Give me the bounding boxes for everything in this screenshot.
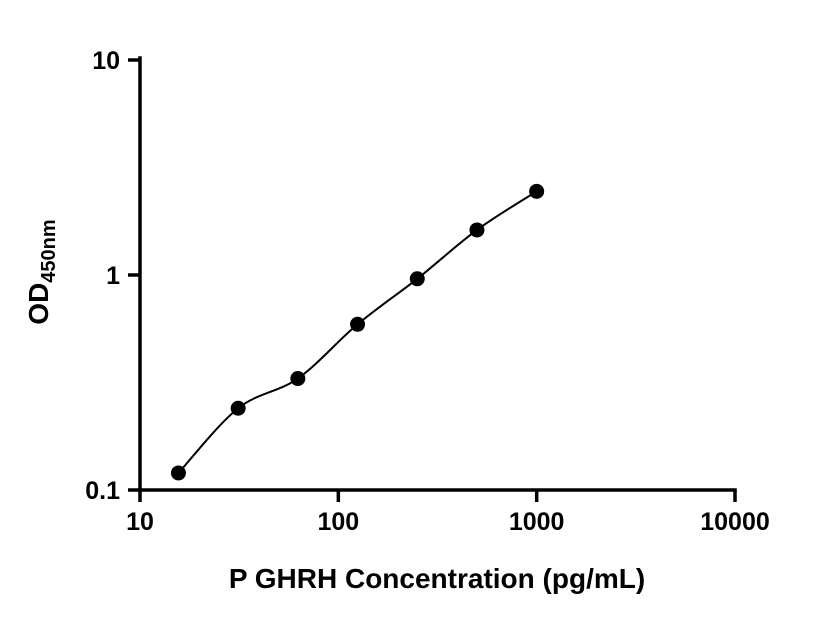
y-tick-label: 1 (106, 262, 120, 290)
data-point (230, 400, 246, 416)
y-tick-label: 10 (92, 47, 120, 75)
x-tick-label: 1000 (509, 508, 565, 536)
x-tick-label: 100 (317, 508, 359, 536)
y-axis-ticks: 0.1 1 10 (85, 47, 140, 505)
data-point (529, 183, 545, 199)
data-point (350, 316, 366, 332)
x-tick-label: 10 (126, 508, 154, 536)
y-axis-title-subscript: 450nm (38, 219, 60, 282)
y-axis-title: OD450nm (23, 219, 60, 324)
axes (138, 56, 737, 492)
data-points (170, 183, 545, 481)
data-point (409, 271, 425, 287)
y-tick-label: 0.1 (85, 477, 120, 505)
data-point (170, 465, 186, 481)
y-axis-title-main: OD (23, 283, 54, 325)
x-axis-title: P GHRH Concentration (pg/mL) (229, 563, 645, 594)
data-point (469, 222, 485, 238)
x-tick-label: 10000 (700, 508, 770, 536)
x-axis-ticks: 10 100 1000 10000 (126, 490, 770, 536)
data-point (290, 371, 306, 387)
